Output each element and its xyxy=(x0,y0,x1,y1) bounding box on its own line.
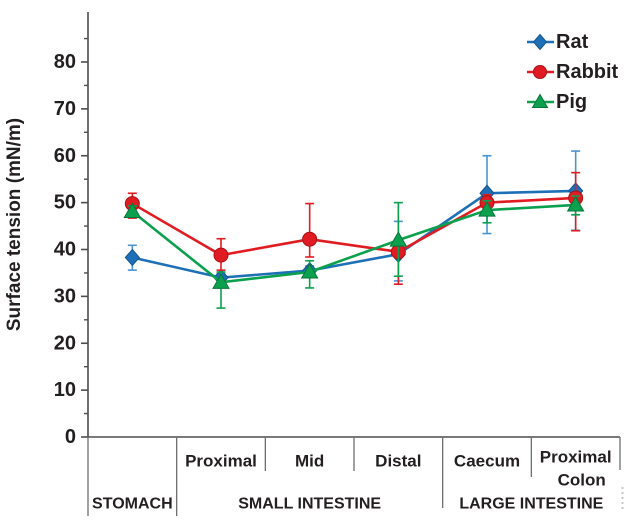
y-tick-label: 0 xyxy=(65,426,76,448)
legend: Rat Rabbit Pig xyxy=(527,31,619,113)
series-rabbit xyxy=(124,171,584,285)
data-point-pig-0 xyxy=(123,202,142,219)
data-point-pig-1 xyxy=(212,273,230,289)
legend-label: Rabbit xyxy=(556,61,619,83)
x-category-table: Proximal Mid Distal Caecum Proximal Colon STOM… xyxy=(87,436,621,516)
data-point-pig-2 xyxy=(300,262,319,279)
y-tick-label: 20 xyxy=(54,332,76,354)
plot-series xyxy=(123,150,585,309)
y-axis-title: Surface tension (mN/m) xyxy=(4,118,25,331)
data-point-rabbit-2 xyxy=(302,231,318,247)
legend-item-rabbit: Rabbit xyxy=(527,61,619,83)
data-point-pig-3 xyxy=(389,231,408,247)
series-line-pig xyxy=(131,203,576,284)
legend-item-pig: Pig xyxy=(527,91,587,113)
x-segment-label: Proximal xyxy=(540,448,612,467)
legend-label: Pig xyxy=(556,91,587,113)
data-point-pig-4 xyxy=(478,201,496,217)
series-line-rabbit xyxy=(131,196,576,257)
legend-label: Rat xyxy=(556,31,589,53)
data-point-pig-5 xyxy=(566,195,585,212)
y-tick-label: 60 xyxy=(54,145,76,167)
y-tick-label: 50 xyxy=(54,192,76,214)
x-group-label: SMALL INTESTINE xyxy=(238,496,381,513)
legend-item-rat: Rat xyxy=(527,31,589,53)
y-tick-label: 30 xyxy=(54,285,76,307)
series-pig xyxy=(123,195,585,309)
series-line-rat xyxy=(132,189,576,279)
series-rat xyxy=(124,150,584,287)
legend-marker-triangle-icon xyxy=(531,93,549,108)
y-tick-label: 40 xyxy=(54,239,76,261)
x-segment-label: Distal xyxy=(375,452,421,471)
x-segment-label: Caecum xyxy=(454,452,520,471)
y-axis: 0 10 20 30 40 50 60 70 80 Surface tension (mN/m) xyxy=(4,12,89,448)
x-segment-label: Mid xyxy=(295,452,324,471)
y-tick-label: 70 xyxy=(54,98,76,120)
data-point-rabbit-1 xyxy=(213,247,229,263)
x-group-label: LARGE INTESTINE xyxy=(459,496,603,513)
x-group-label: STOMACH xyxy=(92,496,173,513)
x-segment-label-line2: Colon xyxy=(558,471,606,490)
x-segment-label: Proximal xyxy=(185,452,257,471)
data-point-rat-0 xyxy=(124,248,140,267)
legend-marker-diamond-icon xyxy=(532,33,548,51)
legend-marker-circle-icon xyxy=(533,65,547,79)
y-tick-label: 10 xyxy=(54,379,76,401)
y-tick-label: 80 xyxy=(54,51,76,73)
